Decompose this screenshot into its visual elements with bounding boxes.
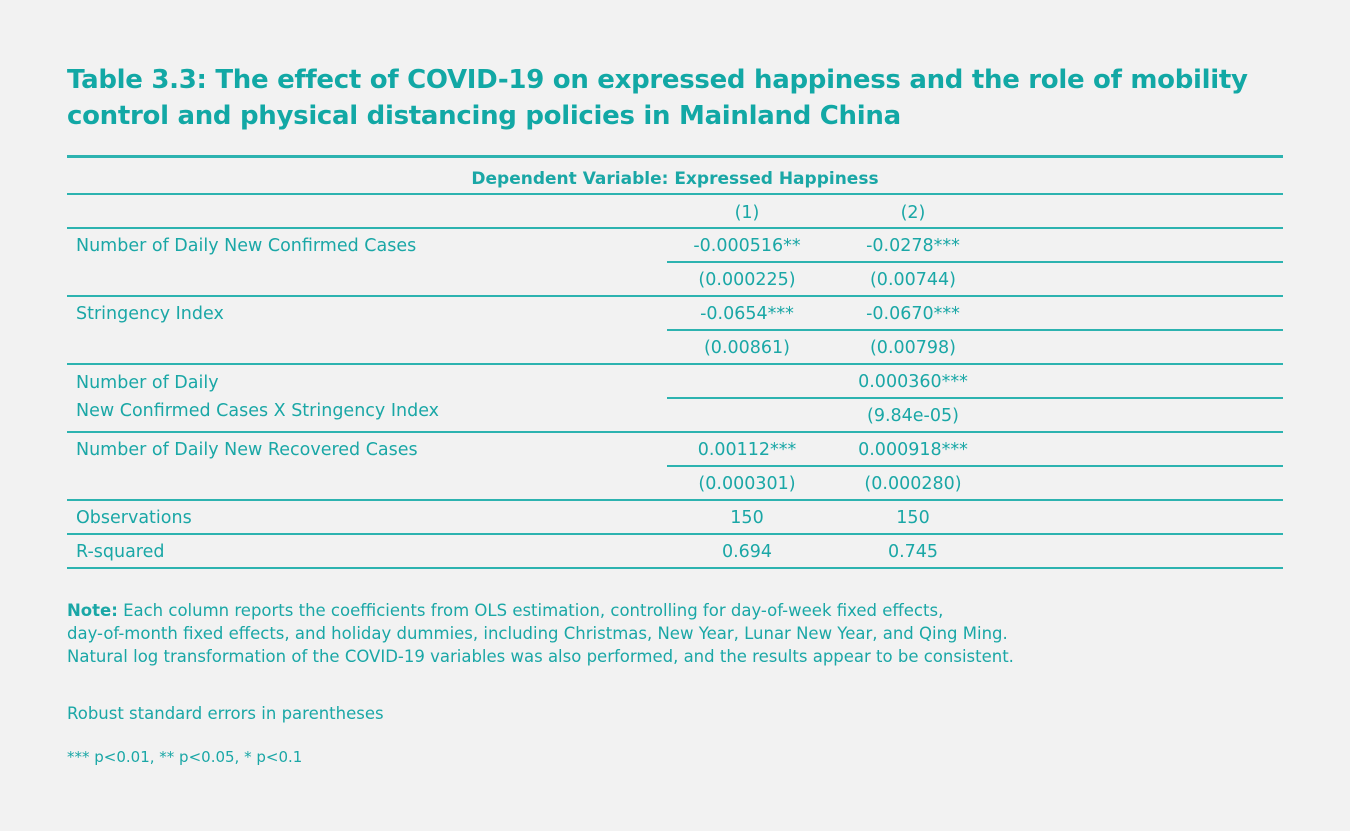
- rule: [67, 295, 1283, 297]
- significance-note: *** p<0.01, ** p<0.05, * p<0.1: [67, 748, 303, 766]
- robust-se-note: Robust standard errors in parentheses: [67, 704, 384, 723]
- note-line2: day-of-month fixed effects, and holiday …: [67, 624, 1008, 643]
- rule: [667, 329, 1283, 331]
- coef-cell: -0.0670***: [866, 304, 960, 324]
- top-rule: [67, 155, 1283, 158]
- coef-cell: [667, 365, 827, 399]
- rule: [67, 499, 1283, 501]
- se-cell: (0.000280): [864, 474, 962, 494]
- row-label: Number of Daily New Recovered Cases: [76, 440, 418, 460]
- row-label: Number of Daily New Confirmed Cases: [76, 236, 417, 256]
- se-cell: (0.00798): [869, 338, 957, 358]
- se-cell: [667, 399, 827, 433]
- note-line3: Natural log transformation of the COVID-…: [67, 647, 1014, 666]
- row-label-line2: New Confirmed Cases X Stringency Index: [76, 401, 440, 421]
- se-cell: (0.000301): [698, 474, 796, 494]
- coef-cell: -0.0654***: [700, 304, 794, 324]
- note-line1: Each column reports the coefficients fro…: [117, 601, 944, 620]
- rule: [67, 227, 1283, 229]
- coef-cell: -0.0278***: [866, 236, 960, 256]
- note-label: Note:: [67, 601, 118, 620]
- se-cell: (0.00744): [869, 270, 957, 290]
- dependent-variable-header: Dependent Variable: Expressed Happiness: [471, 169, 879, 189]
- rule: [67, 363, 1283, 365]
- row-label: Number of Daily New Confirmed Cases X St…: [76, 369, 439, 425]
- r-squared-value: 0.745: [887, 542, 939, 562]
- rule: [67, 193, 1283, 195]
- row-label-line1: Number of Daily: [76, 373, 219, 393]
- coef-cell: -0.000516**: [693, 236, 801, 256]
- table-note: Note: Each column reports the coefficien…: [67, 599, 1014, 668]
- se-cell: (0.00861): [703, 338, 791, 358]
- rule: [67, 431, 1283, 433]
- observations-value: 150: [896, 508, 930, 528]
- r-squared-value: 0.694: [721, 542, 773, 562]
- coef-cell: 0.00112***: [697, 440, 797, 460]
- table-title: Table 3.3: The effect of COVID-19 on exp…: [67, 65, 1248, 131]
- rule: [667, 397, 1283, 399]
- bottom-rule: [67, 567, 1283, 569]
- se-cell: (9.84e-05): [867, 406, 959, 426]
- column-header-2: (2): [900, 203, 926, 223]
- coef-cell: 0.000360***: [858, 372, 968, 392]
- rule: [667, 465, 1283, 467]
- se-cell: (0.000225): [698, 270, 796, 290]
- rule: [667, 261, 1283, 263]
- column-header-1: (1): [734, 203, 760, 223]
- r-squared-label: R-squared: [76, 542, 165, 562]
- observations-label: Observations: [76, 508, 192, 528]
- coef-cell: 0.000918***: [858, 440, 968, 460]
- observations-value: 150: [730, 508, 764, 528]
- rule: [67, 533, 1283, 535]
- row-label: Stringency Index: [76, 304, 224, 324]
